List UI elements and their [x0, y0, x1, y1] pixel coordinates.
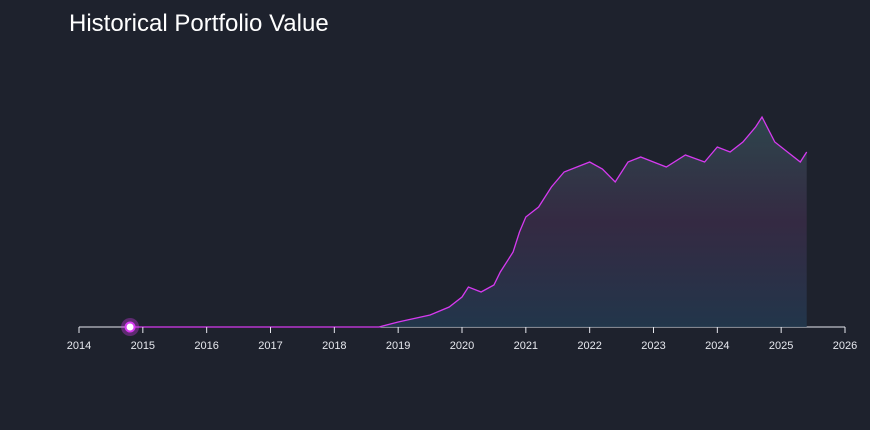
x-tick-label: 2018: [322, 340, 346, 352]
area: [130, 117, 807, 327]
x-tick-label: 2024: [705, 340, 729, 352]
x-tick-label: 2023: [641, 340, 665, 352]
line: [130, 115, 808, 328]
x-tick-label: 2020: [450, 340, 474, 352]
x-tick-label: 2015: [131, 340, 155, 352]
x-tick-label: 2025: [769, 340, 793, 352]
x-tick-label: 2019: [386, 340, 410, 352]
x-tick-label: 2021: [514, 340, 538, 352]
start-marker: [124, 321, 136, 333]
x-tick-label: 2022: [577, 340, 601, 352]
x-tick-label: 2016: [194, 340, 218, 352]
x-tick-label: 2026: [833, 340, 857, 352]
chart-title: Historical Portfolio Value: [69, 10, 329, 37]
x-tick-label: 2014: [67, 340, 91, 352]
x-tick-label: 2017: [258, 340, 282, 352]
